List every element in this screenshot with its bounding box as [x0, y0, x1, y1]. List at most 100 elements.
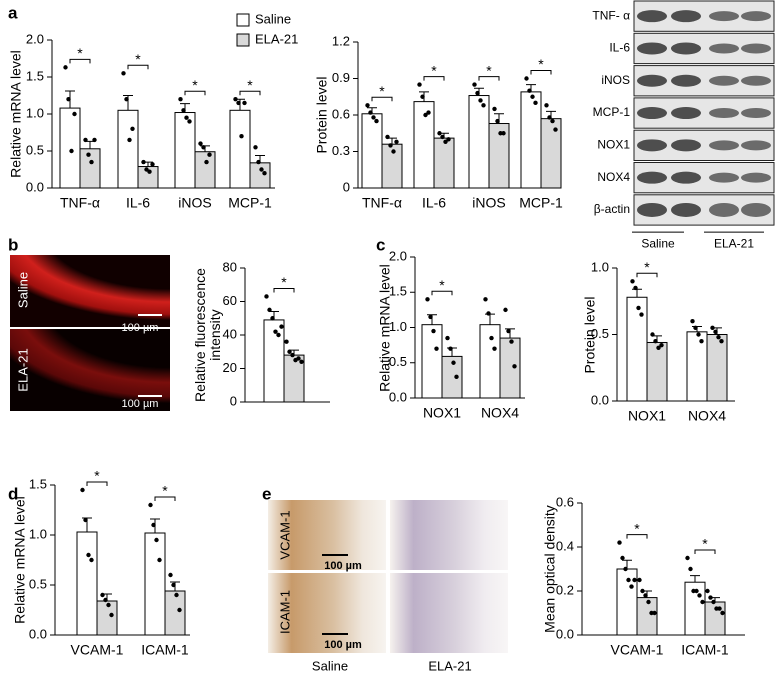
data-point [495, 118, 500, 124]
data-point [371, 115, 376, 120]
data-point [236, 100, 241, 106]
y-axis-title: Relative mRNA level [11, 496, 28, 624]
bar [117, 109, 139, 189]
data-point [273, 329, 278, 334]
panel-label: d [8, 484, 18, 503]
legend-swatch [236, 13, 250, 27]
blot-label: MCP-1 [593, 105, 631, 119]
y-tick-label: 1.0 [389, 319, 407, 334]
blot-band [671, 107, 701, 120]
data-point [207, 152, 212, 157]
data-point [544, 103, 549, 108]
data-point [181, 108, 186, 113]
y-tick-label: 0.6 [556, 494, 574, 509]
data-point [713, 329, 718, 335]
significance-label: * [247, 77, 253, 93]
y-tick-label: 0.4 [556, 538, 574, 553]
y-axis-title: Relative mRNA level [7, 50, 24, 178]
data-point [121, 71, 126, 76]
data-point [708, 595, 713, 600]
bar [626, 296, 648, 402]
data-point [492, 106, 497, 112]
data-point [69, 148, 74, 154]
data-point [717, 606, 722, 611]
data-point [428, 314, 433, 320]
data-point [124, 97, 129, 102]
data-point [290, 352, 295, 358]
significance-bracket [127, 64, 149, 70]
data-point [420, 94, 425, 99]
scale-label: 100 µm [324, 639, 362, 651]
blot-band [671, 202, 701, 217]
y-tick-label: 0.0 [26, 179, 44, 194]
significance-label: * [439, 277, 445, 293]
data-point [448, 346, 453, 351]
blot-band [637, 202, 667, 217]
data-point [699, 338, 704, 344]
bar [164, 590, 186, 636]
data-point [630, 279, 635, 284]
row-label: ELA-21 [15, 348, 30, 391]
bar [144, 532, 166, 636]
legend-label: ELA-21 [255, 31, 298, 46]
significance-label: * [281, 274, 287, 290]
blot-group-label: Saline [641, 236, 675, 250]
bar [468, 95, 490, 189]
blot-label: NOX4 [597, 170, 630, 184]
significance-label: * [486, 62, 492, 78]
blot-band [709, 43, 739, 54]
data-point [157, 557, 162, 563]
data-point [89, 159, 94, 165]
data-point [264, 294, 269, 299]
y-tick-label: 0.0 [556, 626, 574, 641]
data-point [201, 145, 206, 150]
blot-band [709, 11, 739, 22]
legend-swatch [236, 33, 250, 47]
data-point [440, 134, 445, 140]
y-tick-label: 0.9 [332, 70, 350, 85]
blot-group-label: ELA-21 [714, 236, 754, 250]
image-b: 100 µm 100 µm Saline ELA-21 [10, 255, 170, 411]
data-point [267, 307, 272, 313]
significance-bracket [626, 534, 648, 539]
blot-band [637, 10, 667, 23]
data-point [148, 502, 153, 508]
y-tick-label: 1.5 [389, 284, 407, 299]
data-point [262, 171, 267, 176]
x-tick-label: TNF-α [60, 195, 100, 211]
data-point [178, 97, 183, 102]
data-point [636, 305, 641, 311]
data-point [719, 338, 724, 344]
bar [59, 107, 81, 189]
panel-label: a [8, 3, 18, 22]
data-point [547, 115, 552, 120]
bar [646, 341, 668, 402]
data-point [553, 127, 558, 132]
significance-bracket [423, 76, 445, 81]
data-point [394, 139, 399, 144]
data-point [296, 356, 301, 361]
data-point [697, 593, 702, 598]
data-point [705, 588, 710, 594]
data-point [643, 593, 648, 598]
x-tick-label: ICAM-1 [141, 642, 189, 658]
bar [479, 324, 501, 399]
data-point [620, 555, 625, 561]
data-point [391, 149, 396, 154]
data-point [72, 111, 77, 117]
significance-bracket [69, 58, 91, 64]
significance-bracket [154, 496, 176, 501]
blot-band [741, 75, 771, 86]
blot-band [709, 75, 739, 86]
significance-bracket [636, 272, 658, 278]
data-point [696, 332, 701, 337]
data-point [174, 592, 179, 598]
error-bar [85, 140, 95, 149]
data-point [239, 134, 244, 139]
data-point [63, 65, 68, 70]
significance-label: * [192, 77, 198, 93]
data-point [425, 297, 430, 302]
blot-band [741, 140, 771, 151]
data-point [130, 126, 135, 131]
